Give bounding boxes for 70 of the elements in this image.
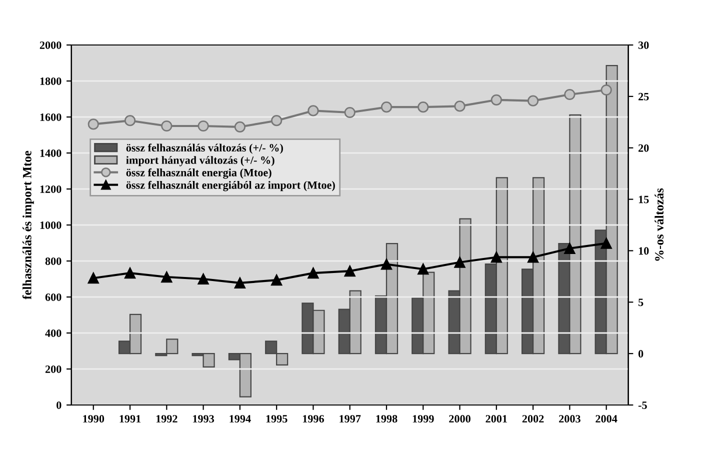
x-tick-label: 2000 (449, 415, 470, 423)
y-tick-label: 0 (56, 401, 62, 409)
y-tick-label: 1000 (40, 221, 62, 229)
point (88, 272, 99, 284)
x-tick-label: 1992 (156, 415, 178, 423)
x-tick-label: 1991 (120, 415, 141, 423)
point (124, 268, 136, 279)
point (198, 120, 209, 132)
point (88, 118, 99, 130)
point (161, 120, 172, 132)
point (490, 94, 502, 106)
y-tick-label: 2000 (40, 41, 62, 49)
point (234, 277, 246, 289)
x-tick-label: 2004 (596, 415, 618, 423)
y-tick-label: 800 (45, 257, 62, 265)
x-tick-label: 1995 (266, 415, 288, 423)
y-tick-label: 400 (45, 329, 62, 337)
point (564, 242, 576, 254)
point (161, 271, 172, 283)
y2-tick-label: 5 (638, 298, 644, 306)
x-tick-label: 1997 (340, 415, 361, 423)
point (344, 266, 356, 277)
point (564, 88, 576, 100)
x-tick-label: 1990 (83, 415, 104, 423)
y2-axis-title: %-os változás (654, 188, 664, 261)
legend-label: össz felhasznált energiából az import (Mtoe) (126, 180, 335, 192)
y-tick-label: 1800 (40, 77, 62, 85)
x-tick-label: 1998 (376, 415, 398, 423)
point (124, 115, 136, 126)
y-axis-title: felhasználás és import Mtoe (22, 150, 34, 300)
point (418, 264, 429, 275)
x-tick-label: 2003 (559, 415, 580, 423)
x-tick-label: 1994 (230, 415, 251, 423)
point (308, 105, 319, 116)
y2-tick-label: 0 (638, 350, 644, 358)
y2-tick-label: 20 (638, 144, 649, 152)
y-tick-label: 600 (45, 293, 62, 301)
point (198, 273, 209, 285)
y-tick-label: 1400 (40, 149, 62, 157)
y2-tick-label: 25 (638, 92, 649, 100)
point (528, 252, 539, 263)
x-tick-label: 2001 (486, 415, 507, 423)
point (454, 100, 466, 112)
y2-tick-label: 10 (638, 247, 649, 255)
x-tick-label: 1996 (303, 415, 324, 423)
point (490, 252, 502, 263)
point (600, 84, 612, 96)
legend-label: import hányad változás (+/- %) (126, 156, 274, 166)
point (344, 106, 356, 118)
point (528, 95, 539, 106)
point (308, 268, 319, 279)
x-tick-label: 1993 (193, 415, 214, 423)
point (271, 115, 282, 126)
x-tick-label: 1999 (412, 415, 434, 423)
y2-tick-label: 15 (638, 196, 649, 204)
y-tick-label: 1600 (40, 113, 62, 121)
legend-label: össz felhasznált energia (Mtoe) (126, 168, 272, 179)
point (234, 121, 246, 132)
legend-label: össz felhasználás változás (+/- %) (126, 144, 283, 154)
point (380, 102, 392, 113)
y2-tick-label: 30 (638, 41, 649, 49)
y-tick-label: 200 (45, 365, 62, 373)
x-tick-label: 2002 (522, 415, 544, 423)
point (454, 256, 466, 268)
point (271, 274, 282, 286)
point (380, 258, 392, 270)
y-tick-label: 1200 (40, 185, 62, 193)
point (600, 238, 612, 249)
y2-tick-label: -5 (638, 402, 647, 409)
point (418, 102, 429, 113)
